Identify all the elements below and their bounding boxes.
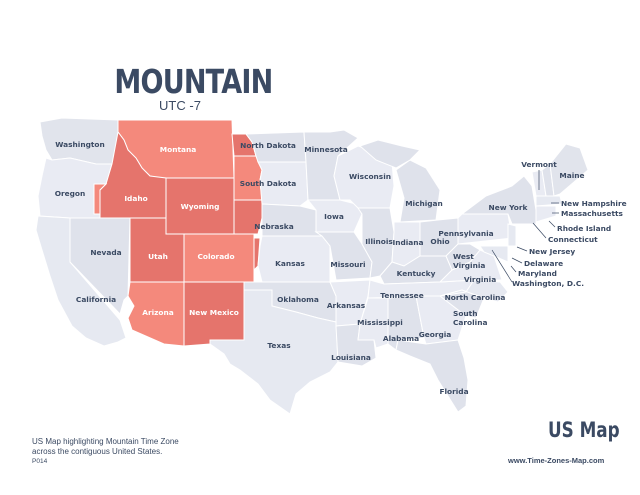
- label-south-carolina-1: South: [453, 309, 477, 318]
- label-maryland: Maryland: [518, 269, 557, 278]
- label-california: California: [76, 295, 116, 304]
- label-west-virginia-1: West: [453, 252, 474, 261]
- label-alabama: Alabama: [383, 334, 419, 343]
- label-vermont: Vermont: [521, 160, 557, 169]
- label-oregon: Oregon: [55, 189, 86, 198]
- label-south-dakota: South Dakota: [240, 179, 296, 188]
- leader-connecticut: [532, 222, 547, 239]
- label-indiana: Indiana: [392, 238, 423, 247]
- leader-washington-dc: [491, 249, 513, 283]
- label-louisiana: Louisiana: [331, 353, 371, 362]
- label-mississippi: Mississippi: [357, 318, 403, 327]
- brand-title: US Map: [548, 418, 620, 442]
- leader-rhode-island: [548, 220, 556, 228]
- label-montana: Montana: [160, 145, 196, 154]
- state-maine[interactable]: [549, 143, 589, 197]
- state-idaho-west-strip: [93, 183, 108, 215]
- label-utah: Utah: [148, 252, 168, 261]
- label-wisconsin: Wisconsin: [349, 172, 391, 181]
- state-nebraska[interactable]: [261, 203, 323, 237]
- map-code: P014: [32, 458, 48, 465]
- label-tennessee: Tennessee: [380, 291, 423, 300]
- state-maryland-delaware[interactable]: [479, 245, 509, 263]
- label-wyoming: Wyoming: [181, 202, 220, 211]
- label-new-mexico: New Mexico: [189, 308, 239, 317]
- state-illinois[interactable]: [357, 207, 395, 279]
- label-delaware: Delaware: [524, 259, 563, 268]
- label-washington: Washington: [55, 140, 105, 149]
- label-michigan: Michigan: [405, 199, 443, 208]
- label-ohio: Ohio: [430, 237, 449, 246]
- label-nevada: Nevada: [90, 248, 121, 257]
- label-connecticut: Connecticut: [548, 235, 598, 244]
- label-rhode-island: Rhode Island: [557, 224, 611, 233]
- leader-maryland: [510, 265, 517, 273]
- label-massachusetts: Massachusetts: [561, 209, 624, 218]
- state-connecticut-ri[interactable]: [535, 205, 557, 223]
- caption-line-2: across the contiguous United States.: [32, 447, 163, 456]
- leader-new-jersey: [516, 246, 528, 252]
- label-virginia: Virginia: [464, 275, 496, 284]
- state-ne-mountain[interactable]: [233, 199, 263, 235]
- state-texas[interactable]: [209, 289, 339, 415]
- label-florida: Florida: [439, 387, 468, 396]
- caption-line-1: US Map highlighting Mountain Time Zone: [32, 437, 179, 446]
- label-illinois: Illinois: [365, 237, 393, 246]
- state-massachusetts[interactable]: [535, 195, 563, 207]
- label-new-york: New York: [489, 203, 529, 212]
- state-florida[interactable]: [395, 339, 469, 413]
- state-michigan-up[interactable]: [359, 139, 421, 169]
- label-washington-dc: Washington, D.C.: [512, 279, 584, 288]
- leader-delaware: [511, 257, 523, 264]
- label-north-dakota: North Dakota: [240, 141, 296, 150]
- label-north-carolina: North Carolina: [445, 293, 506, 302]
- label-kansas: Kansas: [275, 259, 305, 268]
- zone-utc-offset: UTC -7: [159, 98, 201, 113]
- state-iowa[interactable]: [306, 199, 363, 233]
- label-idaho: Idaho: [124, 194, 147, 203]
- label-south-carolina-2: Carolina: [453, 318, 487, 327]
- map-caption: US Map highlighting Mountain Time Zone a…: [32, 437, 179, 457]
- state-michigan[interactable]: [395, 159, 441, 223]
- state-north-carolina[interactable]: [439, 279, 509, 303]
- label-colorado: Colorado: [197, 252, 234, 261]
- label-new-jersey: New Jersey: [529, 247, 575, 256]
- label-minnesota: Minnesota: [304, 145, 347, 154]
- label-maine: Maine: [559, 171, 584, 180]
- state-california[interactable]: [35, 215, 127, 347]
- label-oklahoma: Oklahoma: [277, 295, 319, 304]
- state-new-york[interactable]: [460, 175, 537, 225]
- label-iowa: Iowa: [324, 212, 344, 221]
- website-link[interactable]: www.Time-Zones-Map.com: [508, 456, 605, 465]
- label-texas: Texas: [267, 341, 291, 350]
- label-arizona: Arizona: [142, 308, 174, 317]
- label-kentucky: Kentucky: [397, 269, 436, 278]
- label-arkansas: Arkansas: [327, 301, 366, 310]
- label-west-virginia-2: Virginia: [453, 261, 485, 270]
- label-new-hampshire: New Hampshire: [561, 199, 627, 208]
- label-georgia: Georgia: [419, 330, 452, 339]
- label-nebraska: Nebraska: [254, 222, 293, 231]
- state-new-jersey[interactable]: [507, 223, 517, 247]
- label-missouri: Missouri: [330, 260, 365, 269]
- label-pennsylvania: Pennsylvania: [438, 229, 493, 238]
